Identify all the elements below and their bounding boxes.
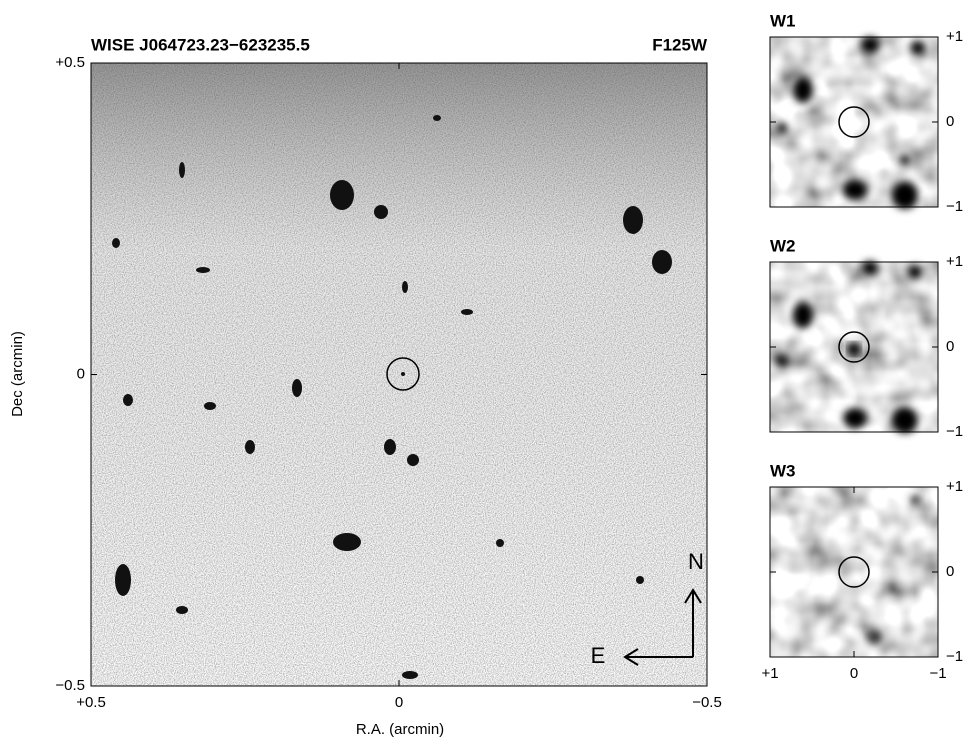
panel-title: W2 [770, 236, 796, 255]
y-tick-label: 0 [77, 365, 85, 382]
source [862, 261, 878, 275]
source [911, 41, 925, 55]
sources [868, 495, 920, 644]
y-tick-label: +1 [946, 253, 963, 270]
chart-title: WISE J064723.23−623235.5 [91, 35, 310, 54]
sources [777, 261, 922, 433]
y-tick-label: 0 [946, 113, 954, 130]
y-tick-label: −0.5 [55, 677, 85, 694]
source [892, 181, 918, 209]
y-tick-label: +1 [946, 478, 963, 495]
x-axis-label: R.A. (arcmin) [356, 721, 444, 738]
source [908, 265, 922, 279]
target-circle [838, 106, 870, 138]
y-tick-label: 0 [946, 338, 954, 355]
y-axis-label: Dec (arcmin) [9, 331, 26, 417]
y-tick-label: +1 [946, 28, 963, 45]
source [777, 123, 787, 133]
source [868, 630, 882, 644]
source [892, 407, 918, 433]
sources [112, 115, 672, 679]
x-tick-label: 0 [395, 694, 403, 711]
x-tick-label: −1 [929, 665, 946, 682]
compass [623, 588, 702, 666]
source [843, 180, 867, 200]
source [777, 355, 787, 365]
panel-title: W3 [770, 461, 796, 480]
panel-title: W1 [770, 11, 796, 30]
y-tick-label: +0.5 [55, 54, 85, 71]
image [770, 37, 938, 207]
source [793, 302, 813, 328]
target-circle [386, 357, 420, 391]
target-circle [838, 556, 870, 588]
source [847, 342, 861, 356]
source [910, 495, 920, 505]
y-tick-label: −1 [946, 198, 963, 215]
annotation-north: N [688, 549, 704, 574]
source [843, 408, 867, 428]
plots: N E R.A. (arcmin) Dec (arcmin) WISE J064… [9, 35, 708, 737]
target-circle [838, 331, 870, 363]
sources [777, 37, 925, 209]
y-tick-label: 0 [946, 563, 954, 580]
source [861, 37, 879, 53]
image [770, 487, 938, 657]
x-tick-label: 0 [850, 665, 858, 682]
annotation-east: E [591, 643, 606, 668]
x-tick-label: −0.5 [692, 694, 722, 711]
source [793, 77, 813, 103]
x-tick-label: +0.5 [76, 694, 106, 711]
image-shade [91, 63, 707, 686]
chart-subtitle: F125W [652, 35, 708, 54]
y-tick-label: −1 [946, 648, 963, 665]
source [900, 155, 910, 165]
y-tick-label: −1 [946, 423, 963, 440]
x-tick-label: +1 [761, 665, 778, 682]
